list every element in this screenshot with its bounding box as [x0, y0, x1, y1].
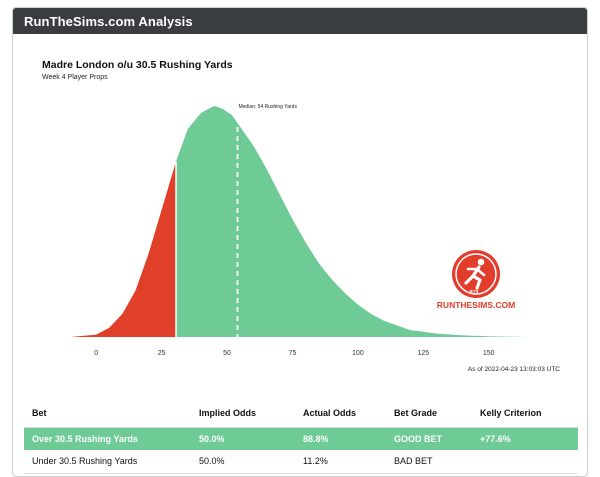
table-row[interactable]: Under 30.5 Rushing Yards 50.0% 11.2% BAD…: [24, 450, 578, 474]
x-tick-label: 25: [158, 350, 166, 357]
x-tick-label: 0: [94, 350, 98, 357]
window-title: RunTheSims.com Analysis: [24, 13, 193, 29]
cell-bet: Under 30.5 Rushing Yards: [24, 450, 191, 474]
header-actual-odds: Actual Odds: [295, 400, 386, 428]
x-tick-label: 50: [223, 350, 231, 357]
bets-table: Bet Implied Odds Actual Odds Bet Grade K…: [24, 400, 578, 474]
header-kelly-criterion: Kelly Criterion: [472, 400, 578, 428]
header-bet: Bet: [24, 400, 191, 428]
cell-actual-odds: 11.2%: [295, 450, 386, 474]
table-row[interactable]: Over 30.5 Rushing Yards 50.0% 88.8% GOOD…: [24, 427, 578, 450]
cell-bet-grade: BAD BET: [386, 450, 472, 474]
distribution-chart: Median: 54 Rushing Yards 0 25 50 75 100 125 150…: [70, 104, 529, 357]
cell-bet-grade: GOOD BET: [386, 427, 472, 450]
median-label: Median: 54 Rushing Yards: [238, 104, 297, 110]
x-tick-label: 75: [289, 350, 297, 357]
header-bet-grade: Bet Grade: [386, 400, 472, 428]
x-tick-label: 150: [483, 350, 495, 357]
x-tick-label: 100: [352, 350, 364, 357]
runthesims-logo: RTS RUNTHESIMS.COM: [437, 250, 515, 310]
cell-bet: Over 30.5 Rushing Yards: [24, 427, 191, 450]
table-header-row: Bet Implied Odds Actual Odds Bet Grade K…: [24, 400, 578, 428]
chart-title: Madre London o/u 30.5 Rushing Yards: [42, 59, 233, 71]
cell-implied-odds: 50.0%: [191, 427, 295, 450]
timestamp: As of 2022-04-23 13:03:03 UTC: [467, 366, 560, 373]
svg-text:RTS: RTS: [470, 289, 479, 294]
cell-kelly: +77.6%: [472, 427, 578, 450]
over-area: [175, 106, 529, 337]
cell-actual-odds: 88.8%: [295, 427, 386, 450]
cell-kelly: [472, 450, 578, 474]
x-tick-label: 125: [417, 350, 429, 357]
under-area: [70, 161, 176, 337]
window-title-bar: RunTheSims.com Analysis: [13, 8, 587, 34]
analysis-panel: RunTheSims.com Analysis Madre London o/u…: [12, 7, 588, 477]
svg-text:RUNTHESIMS.COM: RUNTHESIMS.COM: [437, 300, 515, 310]
cell-implied-odds: 50.0%: [191, 450, 295, 474]
header-implied-odds: Implied Odds: [191, 400, 295, 428]
chart-subtitle: Week 4 Player Props: [42, 74, 108, 81]
